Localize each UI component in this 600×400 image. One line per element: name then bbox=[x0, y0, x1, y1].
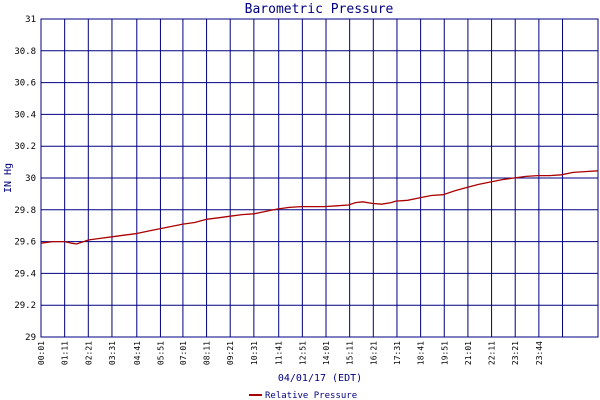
x-tick-label: 07:01 bbox=[179, 341, 188, 365]
y-tick-label: 30.8 bbox=[14, 47, 36, 57]
y-tick-label: 30.2 bbox=[14, 142, 36, 152]
y-tick-label: 29 bbox=[25, 333, 36, 343]
x-tick-label: 03:31 bbox=[108, 341, 117, 365]
x-tick-label: 18:41 bbox=[417, 341, 426, 365]
x-tick-label: 17:31 bbox=[393, 341, 402, 365]
y-tick-label: 30.6 bbox=[14, 79, 36, 89]
y-tick-label: 29.6 bbox=[14, 238, 36, 248]
x-tick-label: 19:51 bbox=[440, 341, 449, 365]
x-tick-label: 10:31 bbox=[250, 341, 259, 365]
y-tick-label: 29.8 bbox=[14, 206, 36, 216]
y-tick-label: 31 bbox=[25, 15, 36, 25]
x-tick-label: 11:41 bbox=[275, 341, 284, 365]
x-axis-ticks: 00:01 01:11 02:21 03:31 04:41 05:51 07:01 08:11… bbox=[37, 341, 544, 365]
y-tick-label: 29.4 bbox=[14, 269, 36, 279]
x-tick-label: 23:44 bbox=[535, 341, 544, 365]
y-axis-label: IN Hg bbox=[3, 163, 14, 193]
x-tick-label: 12:51 bbox=[298, 341, 307, 365]
x-tick-label: 09:21 bbox=[226, 341, 235, 365]
x-tick-label: 23:21 bbox=[511, 341, 520, 365]
x-tick-label: 05:51 bbox=[156, 341, 165, 365]
legend-label: Relative Pressure bbox=[265, 391, 357, 400]
x-tick-label: 15:11 bbox=[346, 341, 355, 365]
legend: Relative Pressure bbox=[249, 391, 357, 400]
y-tick-label: 29.2 bbox=[14, 301, 36, 311]
x-tick-label: 01:11 bbox=[61, 341, 70, 365]
x-tick-label: 02:21 bbox=[84, 341, 93, 365]
x-tick-label: 16:21 bbox=[369, 341, 378, 365]
grid-lines bbox=[40, 18, 599, 338]
y-tick-label: 30 bbox=[25, 174, 36, 184]
y-tick-label: 30.4 bbox=[14, 110, 36, 120]
x-tick-label: 14:01 bbox=[322, 341, 331, 365]
x-tick-label: 22:11 bbox=[488, 341, 497, 365]
chart-title: Barometric Pressure bbox=[245, 2, 394, 17]
y-axis-ticks: 29 29.2 29.4 29.6 29.8 30 30.2 30.4 30.6 30.8 31 bbox=[14, 15, 36, 343]
x-tick-label: 04:41 bbox=[133, 341, 142, 365]
series-layer bbox=[40, 170, 599, 245]
x-tick-label: 08:11 bbox=[203, 341, 212, 365]
series-line-relative-pressure bbox=[40, 170, 599, 245]
x-axis-label: 04/01/17 (EDT) bbox=[278, 373, 362, 384]
x-tick-label: 21:01 bbox=[464, 341, 473, 365]
x-tick-label: 00:01 bbox=[37, 341, 46, 365]
